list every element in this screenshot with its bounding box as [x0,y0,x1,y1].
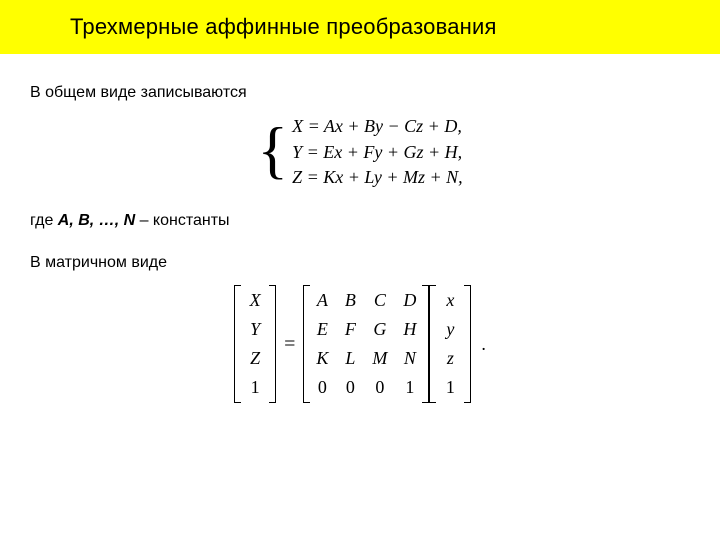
slide: Трехмерные аффинные преобразования В общ… [0,0,720,540]
matrix-cell: N [403,346,416,371]
matrix-cell: 0 [344,375,356,400]
bracket-right-icon [269,285,276,404]
matrix-equation: X Y Z 1 = A B C D E F G H K [30,285,690,404]
matrix-cell: E [316,317,328,342]
matrix-cell: 0 [372,375,387,400]
slide-body: В общем виде записываются { X = Ax + By … [0,54,720,403]
bracket-left-icon [234,285,241,404]
matrix-cell: 0 [316,375,328,400]
bracket-right-icon [422,285,429,404]
where-prefix: где [30,212,58,229]
intro-text: В общем виде записываются [30,82,690,104]
trailing-dot: . [481,332,486,357]
matrix-cell: y [444,317,456,342]
left-brace-icon: { [257,118,288,182]
matrix-cell: D [403,288,416,313]
where-text: где A, B, …, N – константы [30,210,690,232]
equals-sign: = [284,330,295,358]
matrix-mid: A B C D E F G H K L M N 0 0 0 1 [314,285,418,404]
where-vars: A, B, …, N [58,212,135,229]
matrix-cell: Z [249,346,261,371]
matrix-cell: K [316,346,328,371]
matrix-cell: B [344,288,356,313]
slide-title: Трехмерные аффинные преобразования [0,0,720,54]
matrix-cell: C [372,288,387,313]
matrix-cell: G [372,317,387,342]
matrix-cell: L [344,346,356,371]
system-line-2: Y = Ex + Fy + Gz + H, [292,140,463,165]
matrix-rhs: x y z 1 [440,285,460,404]
bracket-left-icon [303,285,310,404]
equation-system: { X = Ax + By − Cz + D, Y = Ex + Fy + Gz… [30,112,690,192]
matrix-cell: F [344,317,356,342]
bracket-left-icon [429,285,436,404]
bracket-right-icon [464,285,471,404]
matrix-cell: Y [249,317,261,342]
matrix-cell: 1 [444,375,456,400]
matrix-cell: H [403,317,416,342]
matrix-cell: x [444,288,456,313]
system-line-3: Z = Kx + Ly + Mz + N, [292,165,463,190]
matrix-cell: 1 [249,375,261,400]
where-suffix: – константы [135,212,229,229]
matrix-lhs: X Y Z 1 [245,285,265,404]
matrix-cell: M [372,346,387,371]
matrix-cell: 1 [403,375,416,400]
matrix-cell: A [316,288,328,313]
system-line-1: X = Ax + By − Cz + D, [292,114,463,139]
matrix-cell: X [249,288,261,313]
matrix-cell: z [444,346,456,371]
matrix-intro-text: В матричном виде [30,252,690,274]
